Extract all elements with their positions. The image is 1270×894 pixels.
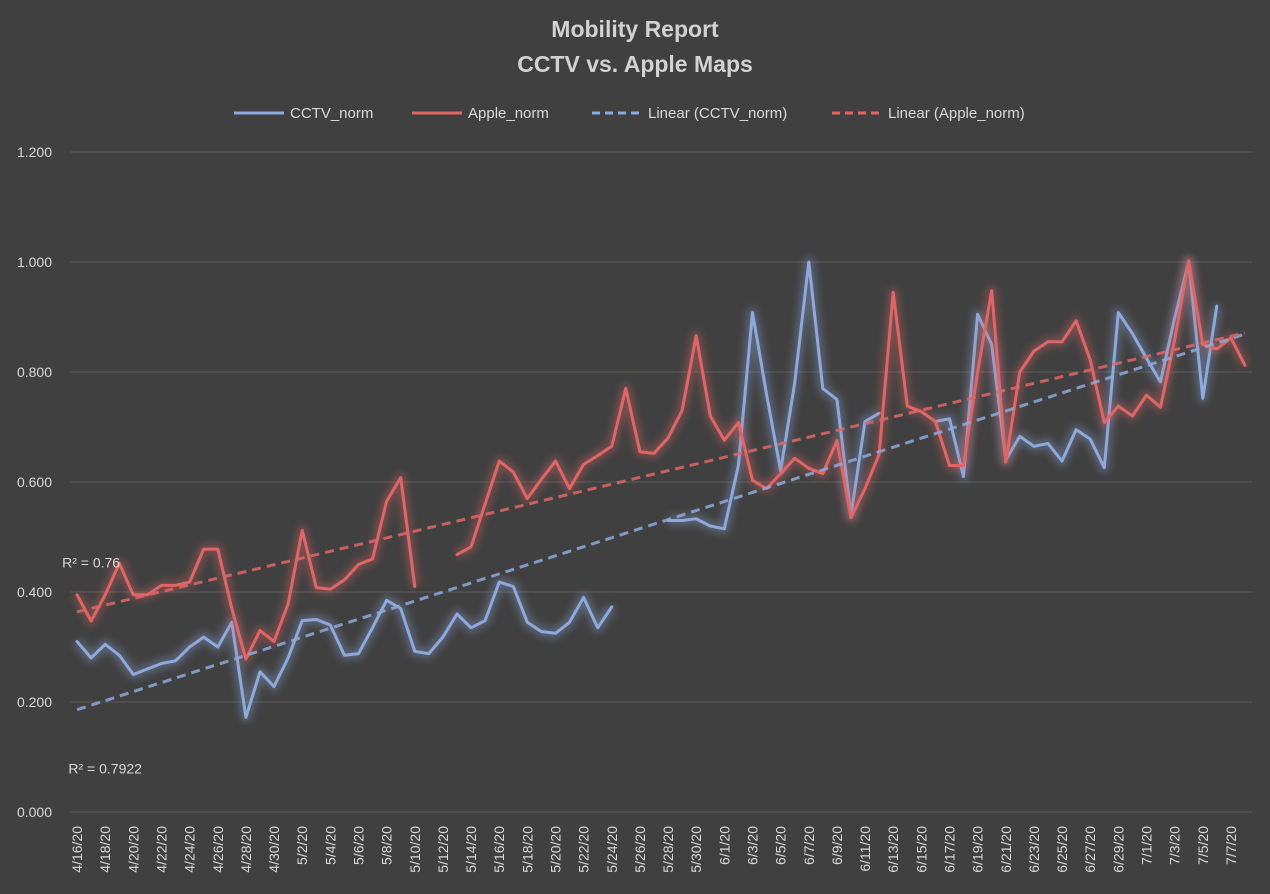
x-tick-label: 4/26/20 xyxy=(210,826,226,873)
x-tick-label: 6/29/20 xyxy=(1110,826,1126,873)
x-tick-label: 6/1/20 xyxy=(716,826,732,865)
x-tick-label: 5/12/20 xyxy=(435,826,451,873)
legend-label: Linear (Apple_norm) xyxy=(888,105,1025,122)
x-tick-label: 4/22/20 xyxy=(153,826,169,873)
x-tick-label: 4/24/20 xyxy=(182,826,198,873)
trendline-linear-cctv-norm xyxy=(76,332,1246,712)
legend-label: CCTV_norm xyxy=(290,105,373,122)
x-tick-label: 5/28/20 xyxy=(660,826,676,873)
x-tick-label: 7/1/20 xyxy=(1138,826,1154,865)
trendline-linear-apple-norm xyxy=(76,331,1246,614)
legend-label: Apple_norm xyxy=(468,105,549,122)
y-tick-label: 0.400 xyxy=(17,584,52,600)
x-tick-label: 5/8/20 xyxy=(379,826,395,865)
legend: CCTV_norm Apple_norm Linear (CCTV_norm) Lin… xyxy=(234,105,1025,122)
x-tick-label: 5/4/20 xyxy=(322,826,338,865)
y-tick-label: 0.200 xyxy=(17,694,52,710)
x-axis-ticks: 4/16/20 4/18/20 4/20/20 4/22/20 4/24/20 4/26/… xyxy=(69,826,1239,873)
annotations: R² = 0.76 R² = 0.7922 xyxy=(62,554,142,776)
series-glow-apple-norm xyxy=(72,472,420,665)
series-line-apple-norm xyxy=(455,259,1247,557)
legend-label: Linear (CCTV_norm) xyxy=(648,105,787,122)
x-tick-label: 5/10/20 xyxy=(407,826,423,873)
x-tick-label: 5/6/20 xyxy=(350,826,366,865)
x-tick-label: 6/9/20 xyxy=(829,826,845,865)
y-tick-label: 0.800 xyxy=(17,364,52,380)
x-tick-label: 4/16/20 xyxy=(69,826,85,873)
x-tick-label: 5/18/20 xyxy=(519,826,535,873)
x-tick-label: 5/20/20 xyxy=(547,826,563,873)
x-tick-label: 6/13/20 xyxy=(885,826,901,873)
y-tick-label: 1.000 xyxy=(17,254,52,270)
r-squared-label: R² = 0.7922 xyxy=(68,761,142,777)
x-tick-label: 6/17/20 xyxy=(941,826,957,873)
x-tick-label: 5/14/20 xyxy=(463,826,479,873)
x-tick-label: 6/21/20 xyxy=(998,826,1014,873)
chart-title-line2: CCTV vs. Apple Maps xyxy=(517,51,753,77)
y-tick-label: 0.000 xyxy=(17,804,52,820)
chart-title-line1: Mobility Report xyxy=(551,16,719,42)
x-tick-label: 6/27/20 xyxy=(1082,826,1098,873)
x-tick-label: 6/7/20 xyxy=(801,826,817,865)
r-squared-label: R² = 0.76 xyxy=(62,554,120,570)
x-tick-label: 6/3/20 xyxy=(744,826,760,865)
x-tick-label: 5/16/20 xyxy=(491,826,507,873)
x-tick-label: 6/15/20 xyxy=(913,826,929,873)
series-glow-cctv-norm xyxy=(73,577,616,723)
x-tick-label: 5/2/20 xyxy=(294,826,310,865)
y-tick-label: 1.200 xyxy=(17,144,52,160)
y-axis-ticks: 0.000 0.200 0.400 0.600 0.800 1.000 1.200 xyxy=(17,144,52,820)
x-tick-label: 5/30/20 xyxy=(688,826,704,873)
x-tick-label: 4/30/20 xyxy=(266,826,282,873)
series-line-cctv-norm xyxy=(75,580,614,719)
grid xyxy=(70,151,1252,813)
y-tick-label: 0.600 xyxy=(17,474,52,490)
x-tick-label: 4/20/20 xyxy=(125,826,141,873)
series-line-apple-norm xyxy=(75,476,417,661)
x-tick-label: 7/5/20 xyxy=(1195,826,1211,865)
x-tick-label: 5/24/20 xyxy=(604,826,620,873)
series-layer xyxy=(72,255,1250,723)
x-tick-label: 4/18/20 xyxy=(97,826,113,873)
x-tick-label: 6/23/20 xyxy=(1026,826,1042,873)
x-tick-label: 6/25/20 xyxy=(1054,826,1070,873)
x-tick-label: 6/5/20 xyxy=(773,826,789,865)
x-tick-label: 7/7/20 xyxy=(1223,826,1239,865)
x-tick-label: 4/28/20 xyxy=(238,826,254,873)
x-tick-label: 5/26/20 xyxy=(632,826,648,873)
x-tick-label: 7/3/20 xyxy=(1167,826,1183,865)
x-tick-label: 6/11/20 xyxy=(857,826,873,872)
x-tick-label: 6/19/20 xyxy=(970,826,986,873)
x-tick-label: 5/22/20 xyxy=(576,826,592,873)
